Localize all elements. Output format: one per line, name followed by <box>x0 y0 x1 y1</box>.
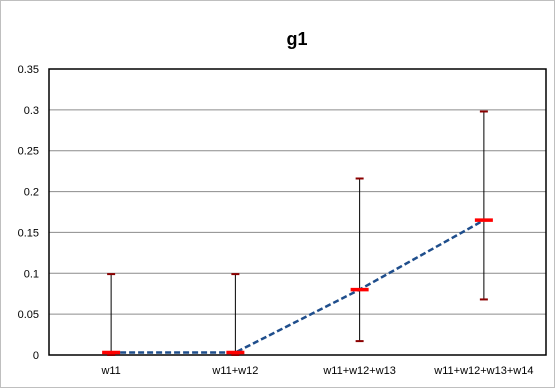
y-tick-label: 0.25 <box>18 146 39 158</box>
y-tick-label: 0.3 <box>24 105 39 117</box>
chart-title: g1 <box>286 29 307 49</box>
x-tick-label: w11 <box>100 365 120 377</box>
y-tick-label: 0.15 <box>18 227 39 239</box>
plot-area: 0 0.05 0.1 0.15 0.2 0.25 0.3 0.35 w11 w11+w12 w11+… <box>18 64 547 377</box>
y-tick-label: 0.1 <box>24 268 39 280</box>
y-tick-label: 0.35 <box>18 64 39 76</box>
y-tick-label: 0 <box>33 350 39 362</box>
x-tick-label: w11+w12 <box>211 365 258 377</box>
plot-border <box>48 68 547 356</box>
series-line <box>111 219 485 354</box>
x-tick-label: w11+w12+w13 <box>322 365 396 377</box>
x-tick-label: w11+w12+w13+w14 <box>433 365 533 377</box>
y-tick-label: 0.2 <box>24 187 39 199</box>
y-tick-label: 0.05 <box>18 309 39 321</box>
